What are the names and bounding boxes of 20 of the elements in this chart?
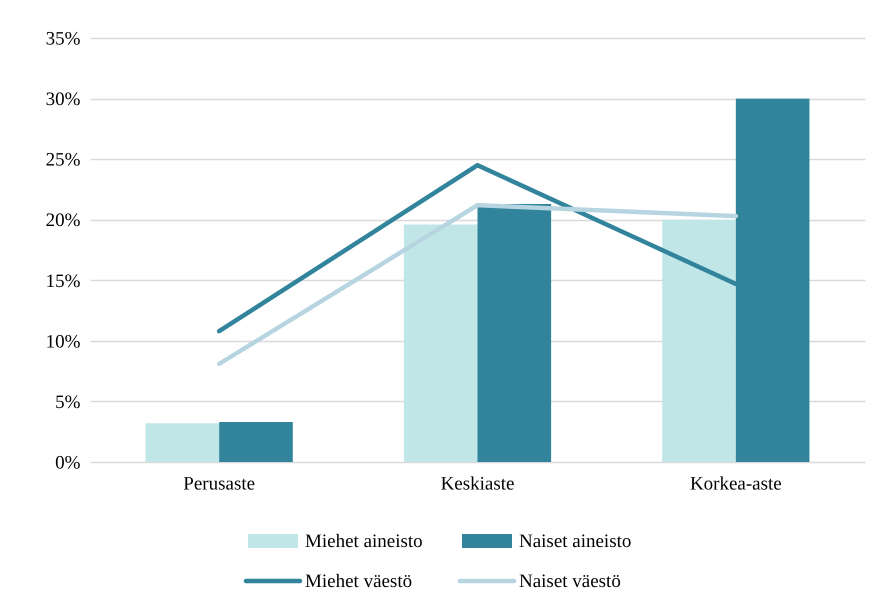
- bar: [478, 204, 552, 462]
- x-tick-label: Perusaste: [183, 474, 256, 494]
- x-tick-label: Keskiaste: [440, 474, 514, 494]
- bar: [404, 224, 478, 462]
- x-tick-label: Korkea-aste: [690, 474, 782, 494]
- y-tick-label: 30%: [46, 89, 81, 110]
- bar: [146, 423, 220, 462]
- y-tick-label: 25%: [46, 150, 81, 171]
- legend-label: Naiset aineisto: [519, 531, 632, 552]
- y-tick-label: 15%: [46, 270, 81, 292]
- y-tick-label: 0%: [55, 452, 81, 474]
- bar: [219, 422, 293, 462]
- y-tick-label: 10%: [46, 331, 81, 352]
- y-tick-label: 35%: [46, 28, 81, 50]
- legend-label: Naiset väestö: [519, 571, 621, 592]
- y-tick-label: 20%: [46, 210, 81, 232]
- y-tick-label: 5%: [55, 392, 81, 413]
- legend-label: Miehet aineisto: [305, 531, 423, 552]
- bar: [662, 220, 736, 462]
- legend-label: Miehet väestö: [305, 571, 412, 592]
